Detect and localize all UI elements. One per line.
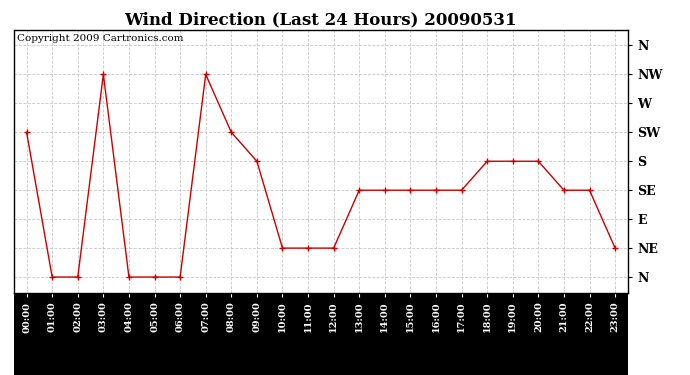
Text: Copyright 2009 Cartronics.com: Copyright 2009 Cartronics.com (17, 34, 184, 43)
Title: Wind Direction (Last 24 Hours) 20090531: Wind Direction (Last 24 Hours) 20090531 (125, 12, 517, 28)
